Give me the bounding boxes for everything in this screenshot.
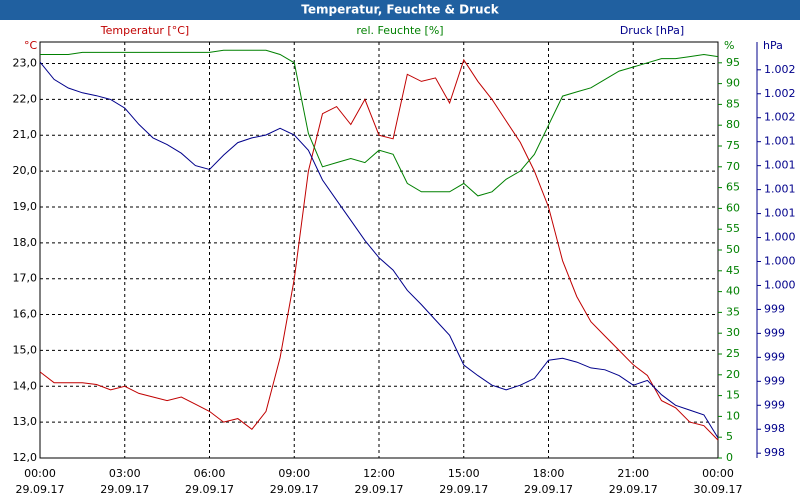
y2-axis-unit: % — [724, 39, 734, 52]
title-bar — [0, 0, 800, 20]
y3-tick-label: 999 — [764, 398, 785, 411]
y3-tick-label: 1.001 — [764, 183, 796, 196]
y2-tick-label: 30 — [726, 326, 740, 339]
chart-title: Temperatur, Feuchte & Druck — [301, 3, 499, 17]
y2-tick-label: 0 — [726, 451, 733, 464]
y3-tick-label: 998 — [764, 422, 785, 435]
y-tick-label: 15,0 — [13, 343, 38, 356]
y3-axis-unit: hPa — [763, 39, 783, 52]
y3-tick-label: 999 — [764, 302, 785, 315]
x-tick-label: 15:00 — [448, 467, 480, 480]
y3-tick-label: 1.001 — [764, 207, 796, 220]
x-tick-date: 29.09.17 — [100, 483, 149, 496]
series-line — [39, 61, 719, 439]
y2-tick-label: 40 — [726, 285, 740, 298]
y2-tick-label: 80 — [726, 118, 740, 131]
x-tick-date: 29.09.17 — [270, 483, 319, 496]
y2-tick-label: 5 — [726, 430, 733, 443]
y3-tick-label: 1.001 — [764, 159, 796, 172]
x-tick-label: 06:00 — [194, 467, 226, 480]
y-tick-label: 22,0 — [13, 92, 38, 105]
y2-tick-label: 45 — [726, 264, 740, 277]
y2-tick-label: 55 — [726, 222, 740, 235]
x-tick-label: 18:00 — [533, 467, 565, 480]
y3-tick-label: 999 — [764, 326, 785, 339]
y3-tick-label: 999 — [764, 350, 785, 363]
y2-tick-label: 60 — [726, 201, 740, 214]
y2-tick-label: 85 — [726, 97, 740, 110]
y-tick-label: 19,0 — [13, 200, 38, 213]
y-tick-label: 14,0 — [13, 379, 38, 392]
y-tick-label: 12,0 — [13, 451, 38, 464]
y3-tick-label: 1.000 — [764, 231, 796, 244]
y3-tick-label: 1.002 — [764, 87, 796, 100]
y-tick-label: 16,0 — [13, 308, 38, 321]
y-tick-label: 17,0 — [13, 272, 38, 285]
legend-label: Temperatur [°C] — [100, 24, 189, 37]
x-tick-date: 29.09.17 — [185, 483, 234, 496]
y2-tick-label: 20 — [726, 368, 740, 381]
y-tick-label: 13,0 — [13, 415, 38, 428]
x-tick-date: 29.09.17 — [609, 483, 658, 496]
x-tick-label: 00:00 — [24, 467, 56, 480]
y3-tick-label: 998 — [764, 446, 785, 459]
x-tick-label: 21:00 — [617, 467, 649, 480]
y2-tick-label: 70 — [726, 160, 740, 173]
y-tick-label: 21,0 — [13, 128, 38, 141]
x-tick-date: 29.09.17 — [439, 483, 488, 496]
y3-tick-label: 1.001 — [764, 135, 796, 148]
x-tick-date: 29.09.17 — [16, 483, 65, 496]
y3-tick-label: 1.000 — [764, 255, 796, 268]
y3-tick-label: 1.002 — [764, 63, 796, 76]
y2-tick-label: 15 — [726, 389, 740, 402]
x-tick-label: 12:00 — [363, 467, 395, 480]
y-tick-label: 20,0 — [13, 164, 38, 177]
y3-tick-label: 1.000 — [764, 278, 796, 291]
x-tick-label: 00:00 — [702, 467, 734, 480]
x-tick-date: 29.09.17 — [355, 483, 404, 496]
x-tick-date: 29.09.17 — [524, 483, 573, 496]
y-tick-label: 23,0 — [13, 57, 38, 70]
series-line — [39, 58, 719, 441]
y-axis-unit: °C — [24, 39, 38, 52]
y2-tick-label: 10 — [726, 409, 740, 422]
y2-tick-label: 95 — [726, 56, 740, 69]
y-tick-label: 18,0 — [13, 236, 38, 249]
y2-tick-label: 50 — [726, 243, 740, 256]
y3-tick-label: 1.002 — [764, 111, 796, 124]
legend-label: Druck [hPa] — [620, 24, 684, 37]
y2-tick-label: 65 — [726, 181, 740, 194]
y2-tick-label: 75 — [726, 139, 740, 152]
y2-tick-label: 25 — [726, 347, 740, 360]
y2-tick-label: 90 — [726, 77, 740, 90]
x-tick-date: 30.09.17 — [694, 483, 743, 496]
series-line — [40, 49, 719, 197]
legend-label: rel. Feuchte [%] — [356, 24, 443, 37]
x-tick-label: 09:00 — [278, 467, 310, 480]
y2-tick-label: 35 — [726, 305, 740, 318]
y3-tick-label: 999 — [764, 374, 785, 387]
x-tick-label: 03:00 — [109, 467, 141, 480]
